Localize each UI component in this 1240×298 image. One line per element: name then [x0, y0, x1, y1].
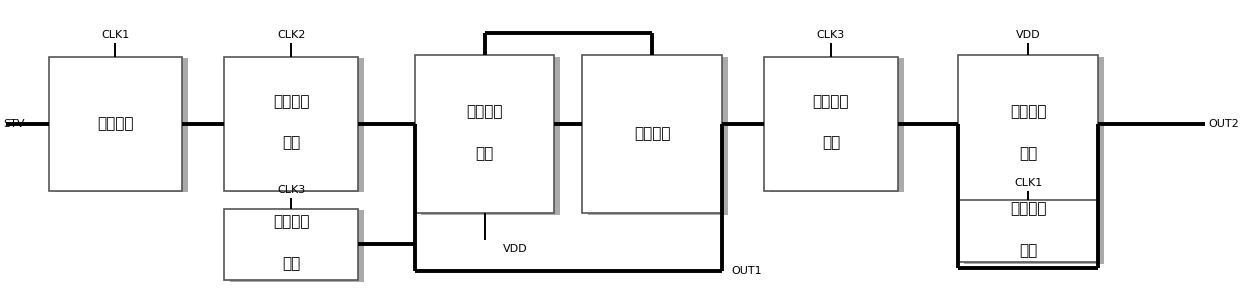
Bar — [415, 55, 554, 213]
Text: 第一输出: 第一输出 — [466, 104, 503, 119]
Text: 第一下拉: 第一下拉 — [273, 215, 310, 229]
Text: 第二下拉: 第二下拉 — [1009, 201, 1047, 216]
Text: 第二输出: 第二输出 — [1009, 104, 1047, 119]
Bar — [231, 58, 363, 192]
Text: 单元: 单元 — [281, 256, 300, 271]
Bar — [420, 57, 560, 215]
Bar — [224, 57, 358, 191]
Text: 第一上拉: 第一上拉 — [273, 94, 310, 109]
Bar — [959, 55, 1097, 213]
Text: CLK1: CLK1 — [1014, 178, 1043, 188]
Bar — [588, 57, 728, 215]
Text: VDD: VDD — [503, 244, 527, 254]
Text: CLK2: CLK2 — [277, 30, 305, 40]
Bar — [55, 58, 188, 192]
Text: OUT1: OUT1 — [732, 266, 763, 276]
Bar — [959, 200, 1097, 262]
Text: 单元: 单元 — [1019, 146, 1037, 161]
Bar — [231, 210, 363, 282]
Bar — [965, 201, 1104, 264]
Text: 单元: 单元 — [822, 136, 839, 150]
Bar — [224, 209, 358, 280]
Text: 单元: 单元 — [475, 146, 494, 161]
Text: VDD: VDD — [1016, 30, 1040, 40]
Text: OUT2: OUT2 — [1208, 119, 1239, 129]
Bar — [764, 57, 898, 191]
Text: CLK3: CLK3 — [277, 185, 305, 195]
Text: 单元: 单元 — [281, 136, 300, 150]
Text: 单元: 单元 — [1019, 243, 1037, 258]
Text: STV: STV — [4, 119, 25, 129]
Text: 第二上拉: 第二上拉 — [812, 94, 849, 109]
Text: CLK3: CLK3 — [817, 30, 846, 40]
Text: CLK1: CLK1 — [102, 30, 129, 40]
Bar — [770, 58, 904, 192]
Bar — [965, 57, 1104, 215]
Bar — [583, 55, 722, 213]
Text: 输入单元: 输入单元 — [97, 116, 134, 131]
Text: 开关单元: 开关单元 — [634, 127, 671, 142]
Bar — [48, 57, 182, 191]
